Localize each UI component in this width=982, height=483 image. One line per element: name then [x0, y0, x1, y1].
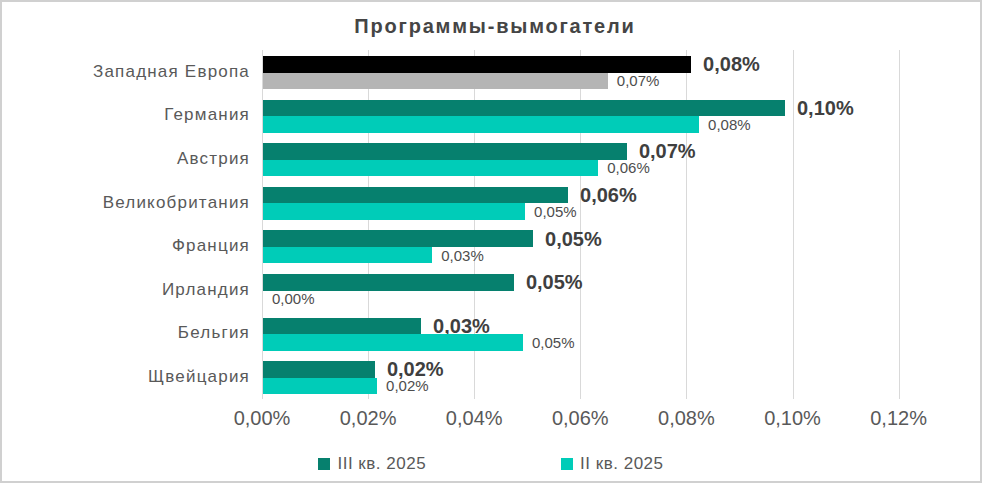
bar-q3-1: [263, 56, 691, 73]
legend-label: II кв. 2025: [580, 454, 663, 474]
bar-q3-4: [263, 187, 568, 204]
bar-q2-8: [263, 378, 377, 395]
bar-q3-2: [263, 100, 785, 117]
bar-q3-6: [263, 274, 514, 291]
gridline: [899, 50, 900, 399]
x-axis-tick-label: 0,02%: [308, 408, 428, 428]
bar-q3-5: [263, 230, 533, 247]
legend-item-2: II кв. 2025: [561, 454, 663, 474]
bar-q3-8: [263, 361, 375, 378]
bar-label-q3: 0,06%: [580, 184, 637, 206]
bar-q2-2: [263, 116, 699, 133]
bar-label-q2: 0,06%: [607, 159, 650, 176]
x-axis-tick-label: 0,04%: [414, 408, 534, 428]
bar-label-q2: 0,00%: [272, 290, 315, 307]
category-label: Ирландия: [20, 280, 250, 300]
category-label: Бельгия: [20, 323, 250, 343]
bar-q2-3: [263, 160, 598, 177]
x-axis-tick-label: 0,12%: [839, 408, 959, 428]
category-label: Щвейцария: [20, 367, 250, 387]
bar-q2-4: [263, 203, 525, 220]
bar-label-q2: 0,08%: [708, 116, 751, 133]
category-label: Германия: [20, 105, 250, 125]
legend-swatch-icon: [561, 458, 573, 470]
bar-q2-1: [263, 73, 608, 90]
bar-label-q2: 0,05%: [532, 334, 575, 351]
bar-label-q3: 0,08%: [703, 53, 760, 75]
bar-label-q2: 0,07%: [617, 72, 660, 89]
ransomware-bar-chart: Программы-вымогатели 0,00%0,02%0,04%0,06…: [0, 0, 982, 483]
category-label: Австрия: [20, 149, 250, 169]
legend-label: III кв. 2025: [337, 454, 426, 474]
bar-q3-3: [263, 143, 627, 160]
category-label: Великобритания: [20, 193, 250, 213]
legend: III кв. 2025 II кв. 2025: [0, 454, 982, 474]
bar-label-q3: 0,05%: [545, 228, 602, 250]
bar-label-q3: 0,05%: [526, 271, 583, 293]
bar-label-q2: 0,02%: [386, 377, 429, 394]
bar-label-q3: 0,10%: [797, 97, 854, 119]
x-axis-tick-label: 0,00%: [202, 408, 322, 428]
legend-item-1: III кв. 2025: [318, 454, 426, 474]
bar-label-q2: 0,05%: [534, 203, 577, 220]
gridline: [793, 50, 794, 399]
category-label: Западная Европа: [20, 62, 250, 82]
bar-label-q2: 0,03%: [441, 247, 484, 264]
x-axis-tick-label: 0,06%: [520, 408, 640, 428]
x-axis-tick-label: 0,08%: [626, 408, 746, 428]
legend-swatch-icon: [318, 458, 330, 470]
category-label: Франция: [20, 236, 250, 256]
chart-title: Программы-вымогатели: [4, 15, 982, 37]
bar-q2-5: [263, 247, 432, 264]
bar-q2-7: [263, 334, 523, 351]
bar-q3-7: [263, 318, 421, 335]
x-axis-tick-label: 0,10%: [733, 408, 853, 428]
